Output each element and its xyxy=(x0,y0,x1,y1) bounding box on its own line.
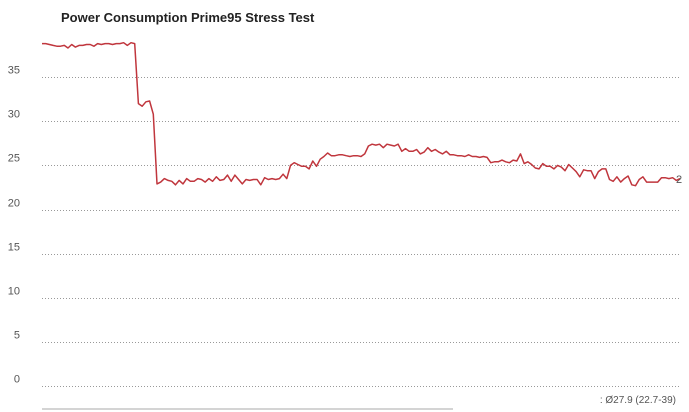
series-end-label: 2 xyxy=(676,174,682,186)
y-tick-label: 5 xyxy=(14,330,20,342)
y-tick-label: 25 xyxy=(8,153,20,165)
y-tick-label: 35 xyxy=(8,65,20,77)
y-tick-label: 10 xyxy=(8,286,20,298)
stats-summary: : Ø27.9 (22.7-39) xyxy=(600,395,676,406)
series-layer xyxy=(42,41,681,187)
y-tick-label: 30 xyxy=(8,109,20,121)
grid-lines xyxy=(42,77,680,387)
y-tick-label: 15 xyxy=(8,242,20,254)
y-tick-label: 0 xyxy=(14,374,20,386)
y-axis-ticks: 0 5 10 15 20 25 30 35 xyxy=(8,65,20,386)
series-line-0 xyxy=(42,41,681,187)
y-tick-label: 20 xyxy=(8,198,20,210)
chart-title: Power Consumption Prime95 Stress Test xyxy=(61,10,315,25)
